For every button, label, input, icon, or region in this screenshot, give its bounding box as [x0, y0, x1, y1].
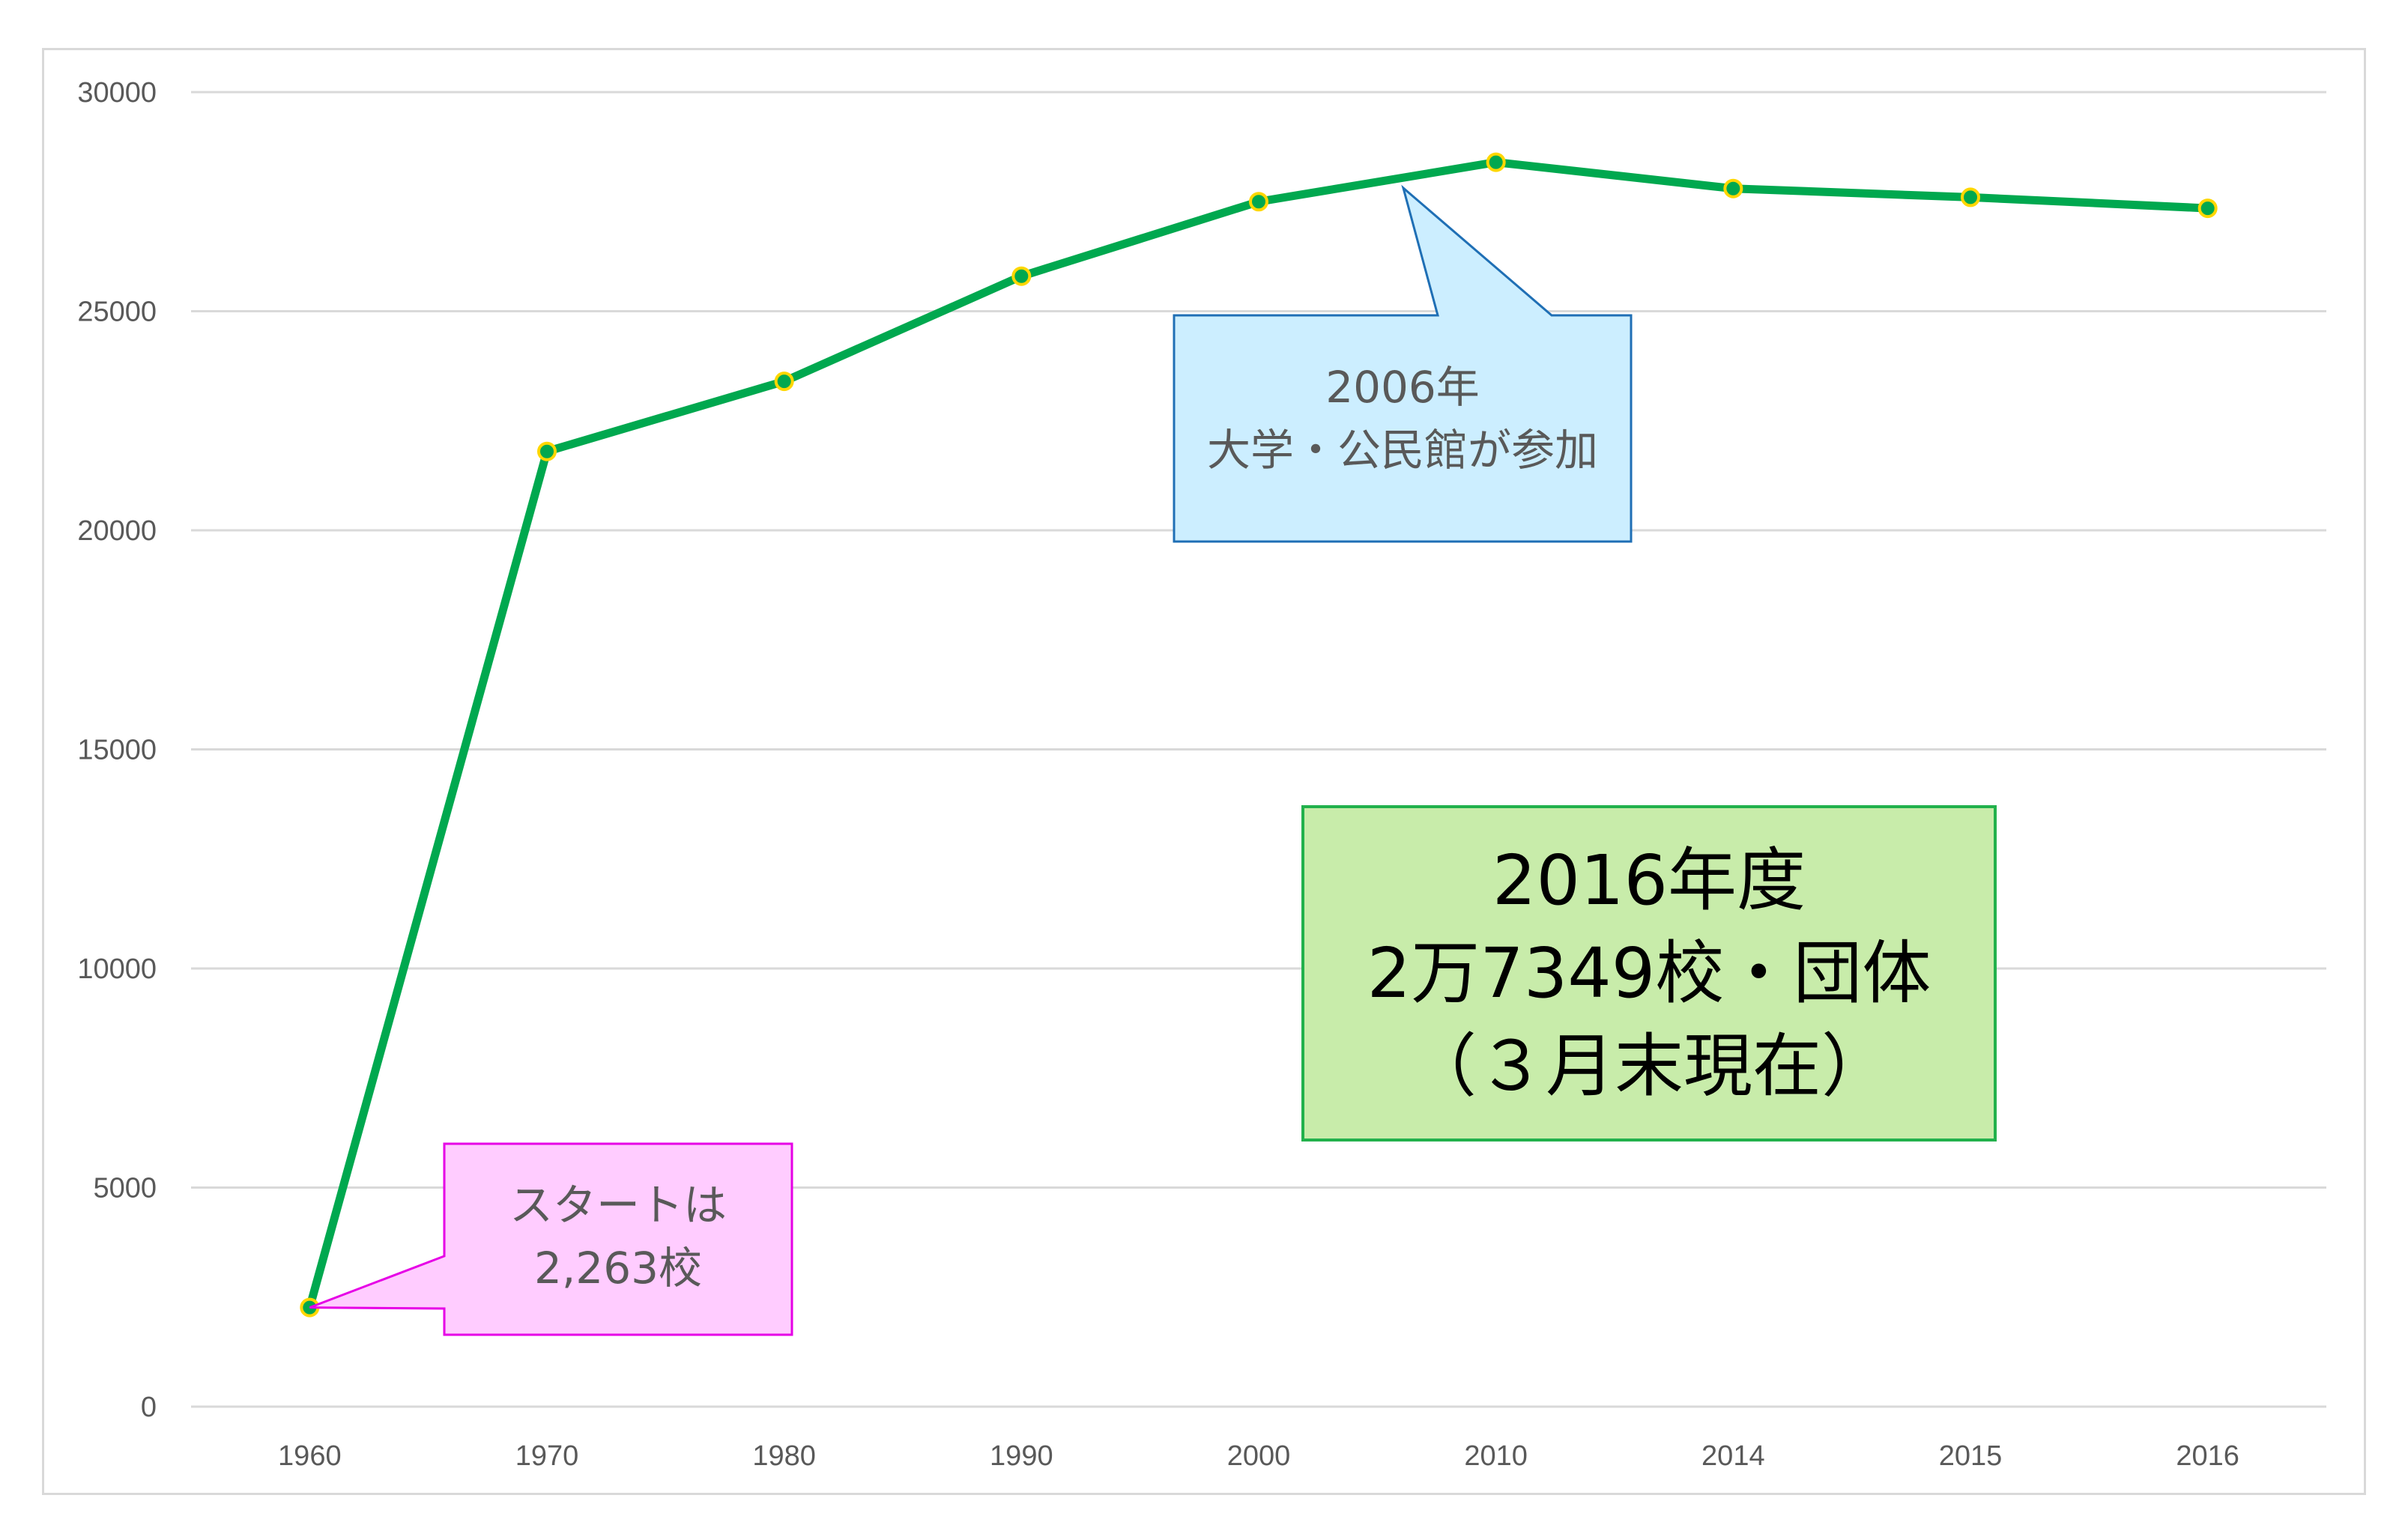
y-tick-label: 0	[141, 1392, 157, 1423]
callout-text-line: 2006年	[1325, 362, 1480, 413]
y-tick-label: 10000	[77, 953, 157, 985]
y-tick-label: 5000	[93, 1173, 157, 1204]
callout-text-line: （３月末現在）	[1408, 1026, 1890, 1106]
total-callout-box	[1301, 805, 1997, 1142]
x-tick-label: 2010	[1464, 1440, 1528, 1472]
x-tick-label: 2014	[1701, 1440, 1765, 1472]
callout-text-line: 2016年度	[1492, 840, 1806, 921]
data-point	[1486, 152, 1506, 172]
x-tick-label: 1990	[990, 1440, 1053, 1472]
y-tick-label: 20000	[77, 515, 157, 547]
data-series	[300, 152, 2218, 1318]
x-tick-label: 2016	[2176, 1440, 2239, 1472]
x-tick-label: 1980	[752, 1440, 816, 1472]
event-2006-callout-box	[1173, 184, 1633, 543]
x-tick-label: 1960	[278, 1440, 342, 1472]
x-tick-label: 1970	[515, 1440, 579, 1472]
callout-text-line: 2,263校	[534, 1243, 702, 1294]
data-point	[774, 372, 794, 392]
start-callout-box	[309, 1142, 793, 1336]
chart-frame: 0 5000 10000 15000 20000 25000 30000 1960 1970 1…	[42, 48, 2366, 1495]
y-tick-label: 30000	[77, 77, 157, 109]
data-point	[1961, 187, 1980, 207]
y-tick-label: 15000	[77, 735, 157, 766]
data-point	[537, 441, 557, 461]
callout-text-line: 2万7349校・団体	[1367, 933, 1931, 1013]
data-point	[1011, 266, 1032, 286]
y-axis-ticks: 0 5000 10000 15000 20000 25000 30000	[77, 77, 157, 1423]
callout-text-line: スタートは	[509, 1180, 727, 1231]
data-point	[2197, 198, 2218, 219]
x-axis-ticks: 1960 1970 1980 1990 2000 2010 2014 2015 2016	[278, 1440, 2239, 1472]
x-tick-label: 2015	[1939, 1440, 2003, 1472]
y-tick-label: 25000	[77, 297, 157, 328]
data-point	[1249, 192, 1268, 212]
data-point	[1723, 178, 1743, 198]
callout-text-line: 大学・公民館が参加	[1207, 425, 1598, 476]
x-tick-label: 2000	[1227, 1440, 1291, 1472]
